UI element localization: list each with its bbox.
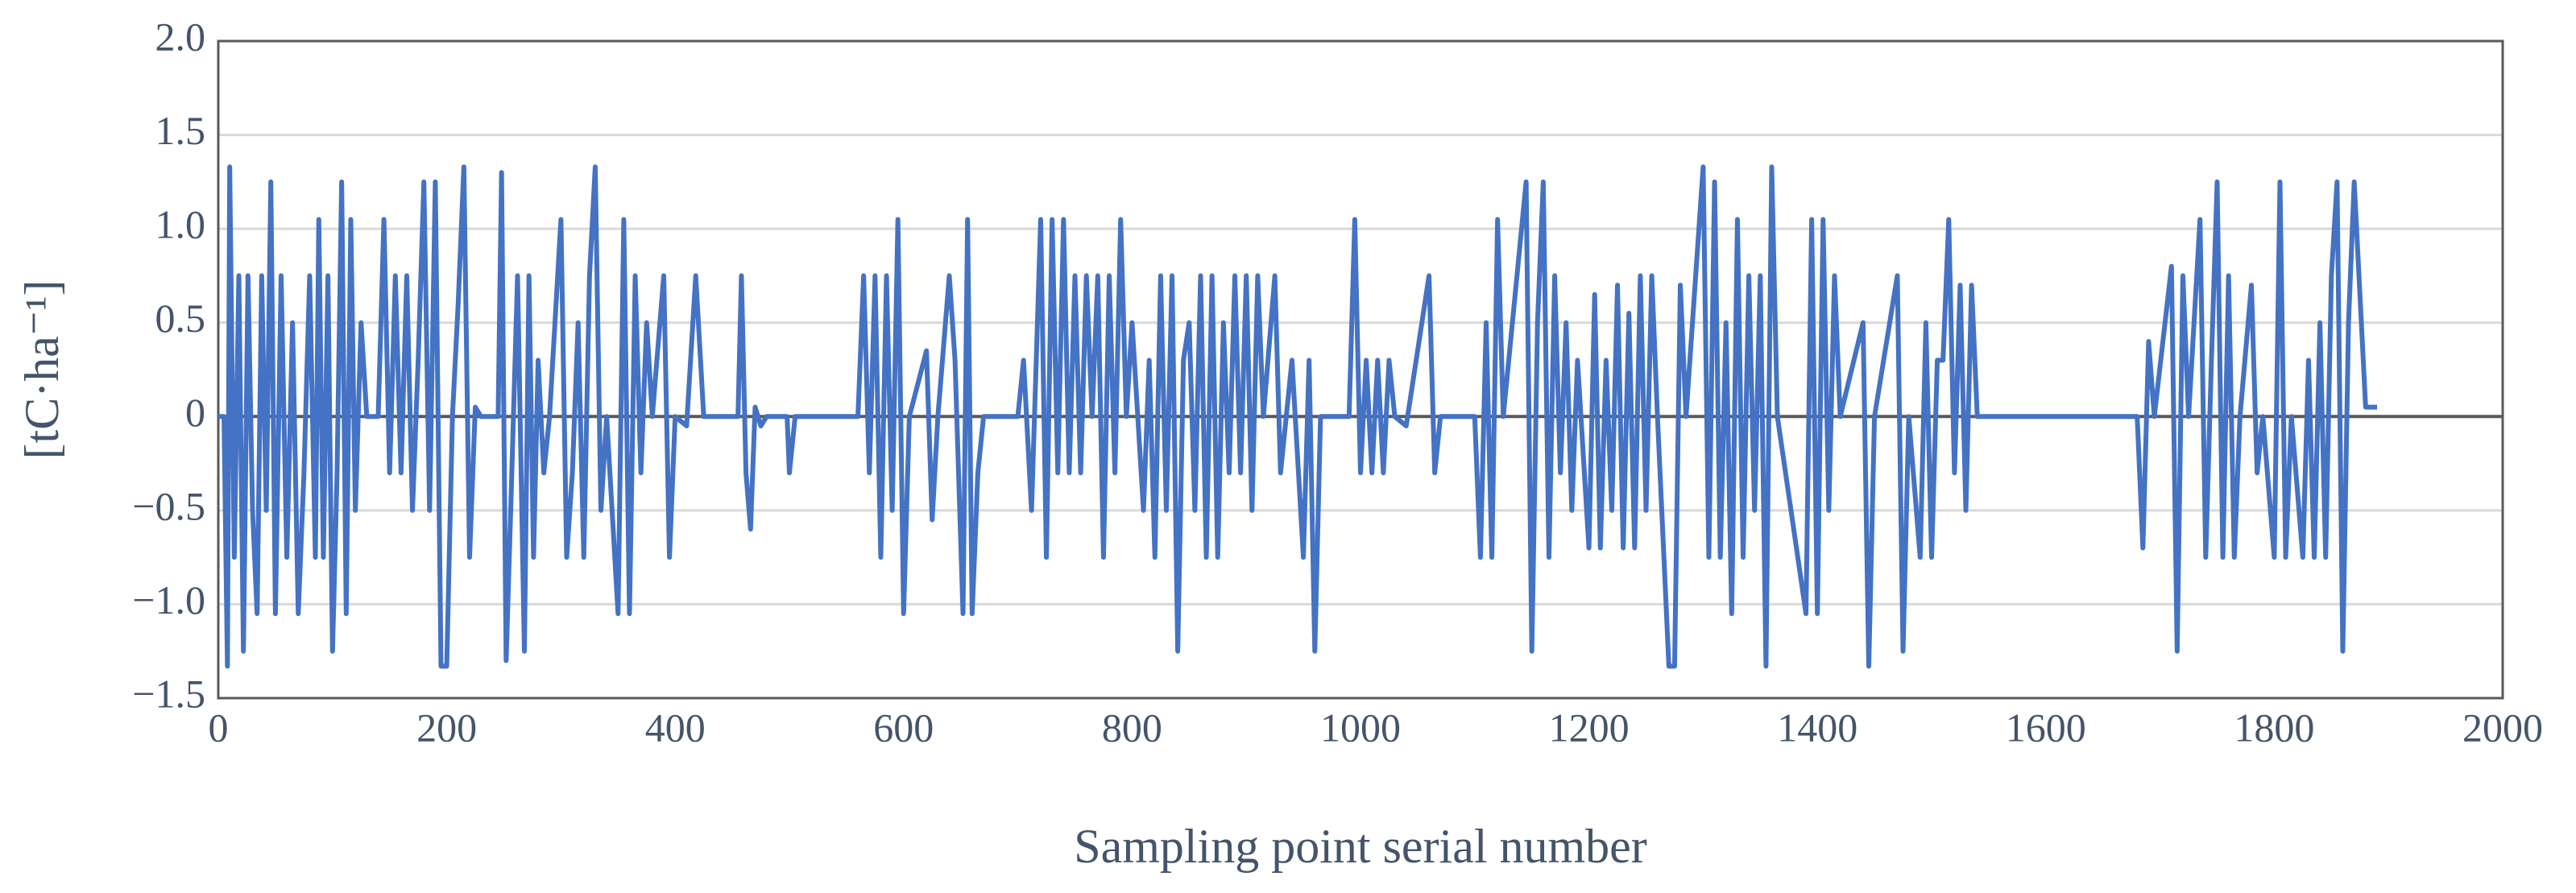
plot-border (217, 39, 2504, 700)
y-tick-label: 0.5 (155, 296, 206, 341)
x-tick-label: 0 (209, 705, 229, 750)
x-tick-label: 400 (645, 705, 706, 750)
x-tick-label: 1000 (1320, 705, 1401, 750)
x-tick-label: 1400 (1777, 705, 1857, 750)
y-tick-label: −1.5 (132, 671, 205, 716)
y-tick-label: 1.5 (155, 108, 206, 153)
x-tick-label: 1600 (2006, 705, 2086, 750)
x-tick-label: 1800 (2234, 705, 2314, 750)
y-tick-label: 2.0 (155, 14, 206, 59)
x-tick-label: 600 (873, 705, 934, 750)
x-tick-label: 200 (416, 705, 477, 750)
x-axis-title: Sampling point serial number (1074, 820, 1647, 873)
y-tick-label: −0.5 (132, 483, 205, 528)
y-tick-label: −1.0 (132, 577, 205, 622)
x-tick-label: 800 (1102, 705, 1162, 750)
x-tick-label: 2000 (2462, 705, 2543, 750)
y-tick-label: 0 (185, 390, 205, 435)
y-tick-label: 1.0 (155, 202, 206, 247)
data-line (218, 164, 2378, 669)
y-axis-title: [tC·ha⁻¹] (15, 280, 68, 460)
x-tick-label: 1200 (1549, 705, 1630, 750)
